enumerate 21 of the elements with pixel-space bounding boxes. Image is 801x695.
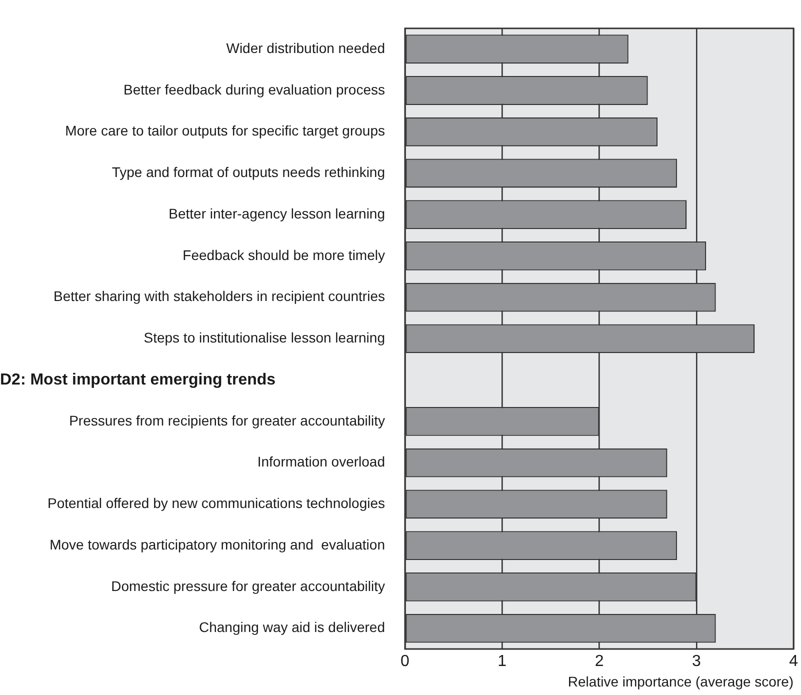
y-tick-label: Move towards participatory monitoring and evaluation [50,536,385,552]
y-tick-label: More care to tailor outputs for specific target groups [65,122,385,139]
text: D2: Most important emerging trends [0,371,276,388]
y-tick-label: Steps to institutionalise lesson learning [144,330,385,346]
y-tick-label: Potential offered by new communications technologies [48,495,385,512]
x-axis-title: Relative importance (average score) [568,673,794,690]
y-tick-label: Wider distribution needed [226,40,385,56]
y-tick-label: Pressures from recipients for greater accountability [69,412,385,428]
y-tick-label: Better feedback during evaluation process [124,81,385,98]
x-tick-label: 2 [594,653,604,670]
y-tick-label: Type and format of outputs needs rethinking [112,164,385,180]
x-tick-label: 4 [789,653,798,670]
x-tick-label: 1 [498,653,507,670]
x-tick-label: 3 [692,653,701,670]
y-tick-label: Better inter-agency lesson learning [168,205,385,222]
x-tick-label: 0 [400,653,410,670]
y-tick-label: Information overload [257,454,385,470]
y-tick-label: Domestic pressure for greater accountability [111,578,385,594]
y-tick-label: Better sharing with stakeholders in recipient countries [53,288,385,304]
y-tick-label: Changing way aid is delivered [199,619,385,636]
y-tick-label: Feedback should be more timely [182,246,385,263]
